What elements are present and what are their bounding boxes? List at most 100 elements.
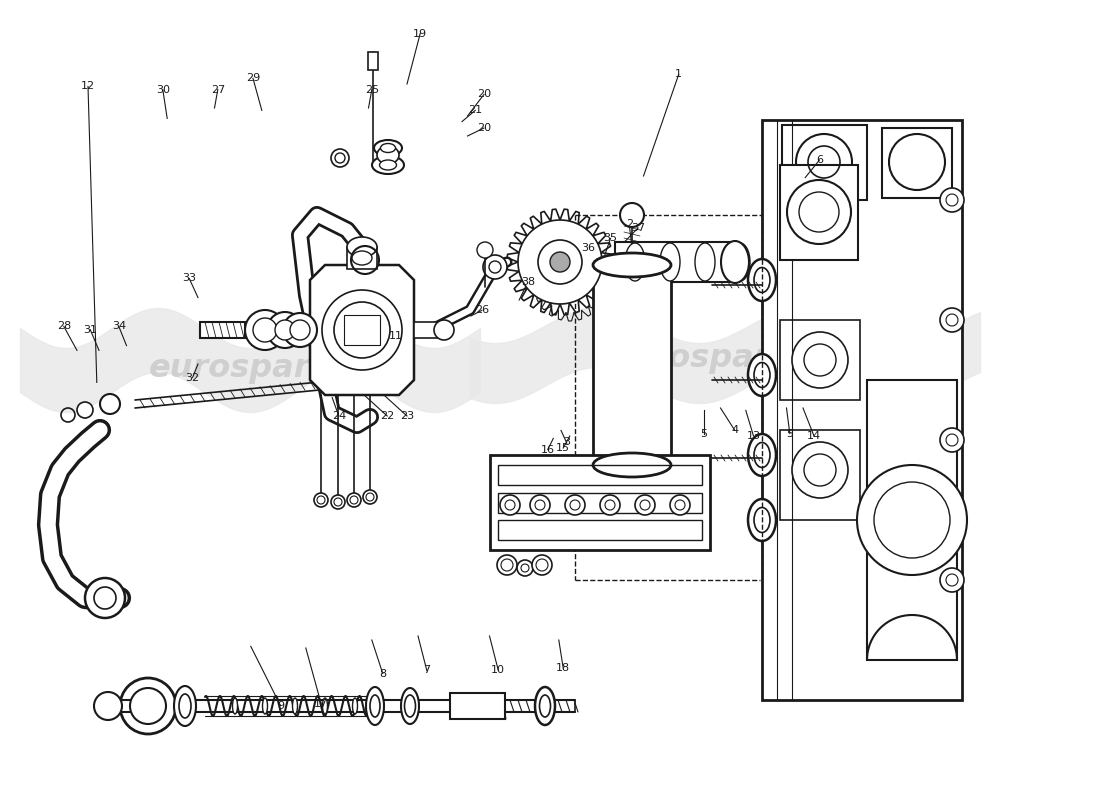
- Text: 38: 38: [521, 277, 535, 286]
- Text: 28: 28: [57, 322, 70, 331]
- Polygon shape: [507, 209, 613, 315]
- Circle shape: [336, 153, 345, 163]
- Ellipse shape: [283, 313, 317, 347]
- Text: 29: 29: [246, 74, 260, 83]
- Ellipse shape: [366, 687, 384, 725]
- Bar: [450, 693, 505, 719]
- Bar: [882, 128, 952, 198]
- Ellipse shape: [660, 243, 680, 281]
- Circle shape: [940, 568, 964, 592]
- Text: 5: 5: [786, 429, 793, 438]
- Text: 2: 2: [626, 219, 632, 229]
- Ellipse shape: [374, 140, 401, 156]
- Text: 13: 13: [747, 431, 760, 441]
- Circle shape: [538, 240, 582, 284]
- Ellipse shape: [346, 237, 377, 257]
- Bar: [490, 455, 710, 550]
- Ellipse shape: [263, 698, 267, 714]
- Circle shape: [100, 394, 120, 414]
- Bar: [780, 165, 858, 260]
- Ellipse shape: [352, 698, 358, 714]
- Circle shape: [120, 678, 176, 734]
- Ellipse shape: [293, 698, 297, 714]
- Ellipse shape: [174, 686, 196, 726]
- Ellipse shape: [593, 253, 671, 277]
- Bar: [368, 52, 378, 70]
- Text: 3: 3: [563, 438, 570, 447]
- Ellipse shape: [179, 694, 191, 718]
- Ellipse shape: [372, 156, 404, 174]
- Text: 37: 37: [631, 223, 645, 233]
- Circle shape: [77, 402, 94, 418]
- Circle shape: [620, 203, 644, 227]
- Circle shape: [670, 495, 690, 515]
- Bar: [498, 465, 702, 485]
- Ellipse shape: [748, 259, 775, 301]
- Ellipse shape: [245, 310, 285, 350]
- Bar: [346, 247, 377, 269]
- Ellipse shape: [267, 312, 303, 348]
- Circle shape: [857, 465, 967, 575]
- Circle shape: [889, 134, 945, 190]
- Ellipse shape: [290, 320, 310, 340]
- Bar: [414, 322, 444, 338]
- Circle shape: [497, 555, 517, 575]
- Text: 32: 32: [186, 373, 199, 382]
- Circle shape: [477, 242, 493, 258]
- Circle shape: [517, 560, 534, 576]
- Text: 24: 24: [332, 411, 345, 421]
- Text: 1: 1: [675, 70, 682, 79]
- Ellipse shape: [232, 698, 238, 714]
- Circle shape: [483, 255, 507, 279]
- Text: 34: 34: [112, 322, 125, 331]
- Circle shape: [314, 493, 328, 507]
- Bar: [200, 322, 245, 338]
- Ellipse shape: [405, 695, 416, 717]
- Text: 20: 20: [477, 90, 491, 99]
- Text: 31: 31: [84, 325, 97, 334]
- Ellipse shape: [402, 688, 419, 724]
- Circle shape: [530, 495, 550, 515]
- Bar: [344, 315, 380, 345]
- Text: 35: 35: [604, 234, 617, 243]
- Text: 21: 21: [469, 106, 482, 115]
- Circle shape: [796, 134, 852, 190]
- Ellipse shape: [695, 243, 715, 281]
- Bar: [867, 380, 957, 660]
- Text: 7: 7: [424, 666, 430, 675]
- Circle shape: [532, 555, 552, 575]
- Text: 15: 15: [557, 443, 570, 453]
- Text: 5: 5: [701, 429, 707, 438]
- Text: 23: 23: [400, 411, 414, 421]
- Bar: [498, 520, 702, 540]
- Polygon shape: [310, 265, 414, 395]
- Text: 20: 20: [477, 123, 491, 133]
- Text: 30: 30: [156, 85, 169, 94]
- Ellipse shape: [377, 146, 399, 164]
- Ellipse shape: [352, 251, 372, 265]
- Bar: [498, 493, 702, 513]
- Circle shape: [792, 332, 848, 388]
- Circle shape: [940, 308, 964, 332]
- Text: 12: 12: [81, 82, 95, 91]
- Bar: [615, 242, 735, 282]
- Bar: [593, 265, 671, 465]
- Ellipse shape: [381, 143, 396, 153]
- Ellipse shape: [539, 695, 550, 717]
- Text: 26: 26: [475, 306, 488, 315]
- Ellipse shape: [748, 354, 775, 396]
- Text: 27: 27: [211, 85, 224, 94]
- Text: 22: 22: [381, 411, 394, 421]
- Text: 9: 9: [277, 701, 284, 710]
- Bar: [780, 320, 860, 400]
- Ellipse shape: [535, 687, 556, 725]
- Circle shape: [565, 495, 585, 515]
- Circle shape: [550, 252, 570, 272]
- Bar: [108, 700, 148, 712]
- Circle shape: [85, 578, 125, 618]
- Text: 11: 11: [389, 331, 403, 341]
- Ellipse shape: [370, 695, 379, 717]
- Circle shape: [94, 692, 122, 720]
- Bar: [780, 430, 860, 520]
- Text: 10: 10: [492, 666, 505, 675]
